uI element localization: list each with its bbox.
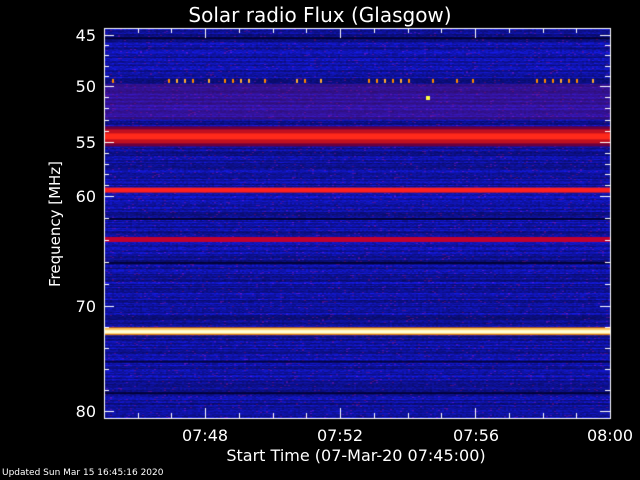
x-tick-0756: 07:56 bbox=[452, 426, 500, 445]
y-tick-45: 45 bbox=[75, 26, 96, 45]
y-tick-80: 80 bbox=[75, 402, 96, 421]
x-tick-0748: 07:48 bbox=[181, 426, 229, 445]
x-tick-0800: 08:00 bbox=[586, 426, 634, 445]
y-axis-label: Frequency [MHz] bbox=[46, 160, 64, 288]
updated-timestamp: Updated Sun Mar 15 16:45:16 2020 bbox=[2, 468, 164, 478]
y-tick-60: 60 bbox=[75, 187, 96, 206]
y-tick-50: 50 bbox=[75, 77, 96, 96]
x-tick-0752: 07:52 bbox=[316, 426, 364, 445]
x-axis-label: Start Time (07-Mar-20 07:45:00) bbox=[226, 446, 486, 465]
chart-title: Solar radio Flux (Glasgow) bbox=[188, 3, 452, 27]
y-tick-55: 55 bbox=[75, 133, 96, 152]
y-tick-70: 70 bbox=[75, 297, 96, 316]
